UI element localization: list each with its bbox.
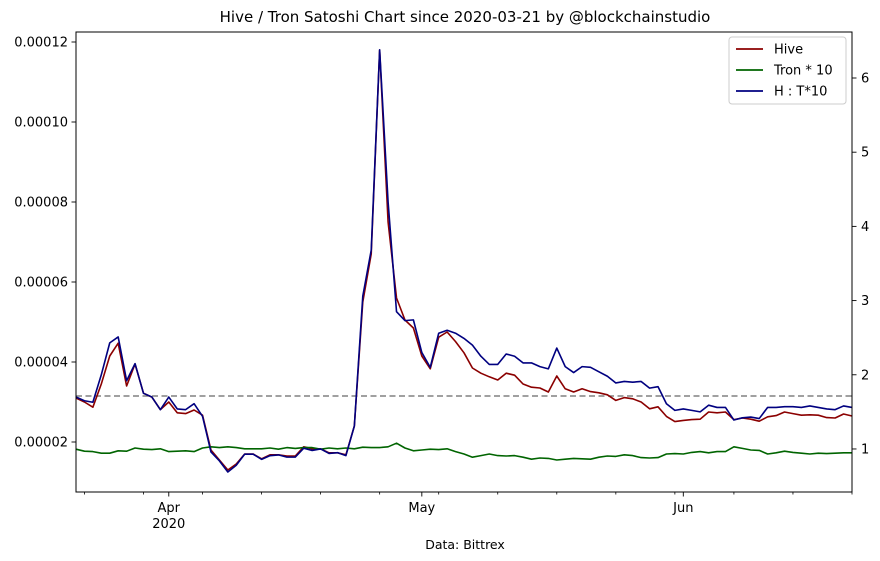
y-right-tick-label: 3 (861, 294, 869, 309)
y-right-tick-label: 2 (861, 368, 869, 383)
series-line-2 (75, 442, 852, 461)
legend-label: Hive (774, 43, 803, 58)
legend-label: Tron * 10 (773, 64, 833, 79)
x-tick-sublabel: 2020 (152, 517, 185, 532)
x-tick-label: May (408, 501, 435, 516)
legend: Hive Tron * 10 H : T*10 (728, 36, 847, 105)
x-tick-label: Jun (672, 501, 693, 516)
y-left-tick-label: 0.00006 (14, 276, 68, 291)
y-right-tick-label: 5 (861, 146, 869, 161)
x-tick-label: Apr (158, 501, 181, 516)
series-line-1 (75, 49, 853, 471)
x-axis-label: Data: Bittrex (425, 537, 505, 552)
legend-box (728, 36, 847, 105)
y-axis-right: 1 2 3 4 5 6 (852, 72, 869, 457)
plot-area (75, 31, 853, 493)
plot-frame (75, 31, 853, 493)
y-left-tick-label: 0.00010 (14, 116, 68, 131)
y-left-tick-label: 0.00002 (14, 436, 68, 451)
y-left-tick-label: 0.00004 (14, 356, 68, 371)
chart-title: Hive / Tron Satoshi Chart since 2020-03-… (220, 8, 711, 26)
y-left-tick-label: 0.00008 (14, 196, 68, 211)
y-right-tick-label: 1 (861, 442, 869, 457)
y-right-tick-label: 4 (861, 220, 869, 235)
y-left-tick-label: 0.00012 (14, 36, 68, 51)
y-right-tick-label: 6 (861, 72, 869, 87)
y-axis-left: 0.00002 0.00004 0.00006 0.00008 0.00010 0.000… (14, 36, 76, 451)
legend-label: H : T*10 (774, 85, 827, 100)
series-line-3 (75, 49, 853, 473)
